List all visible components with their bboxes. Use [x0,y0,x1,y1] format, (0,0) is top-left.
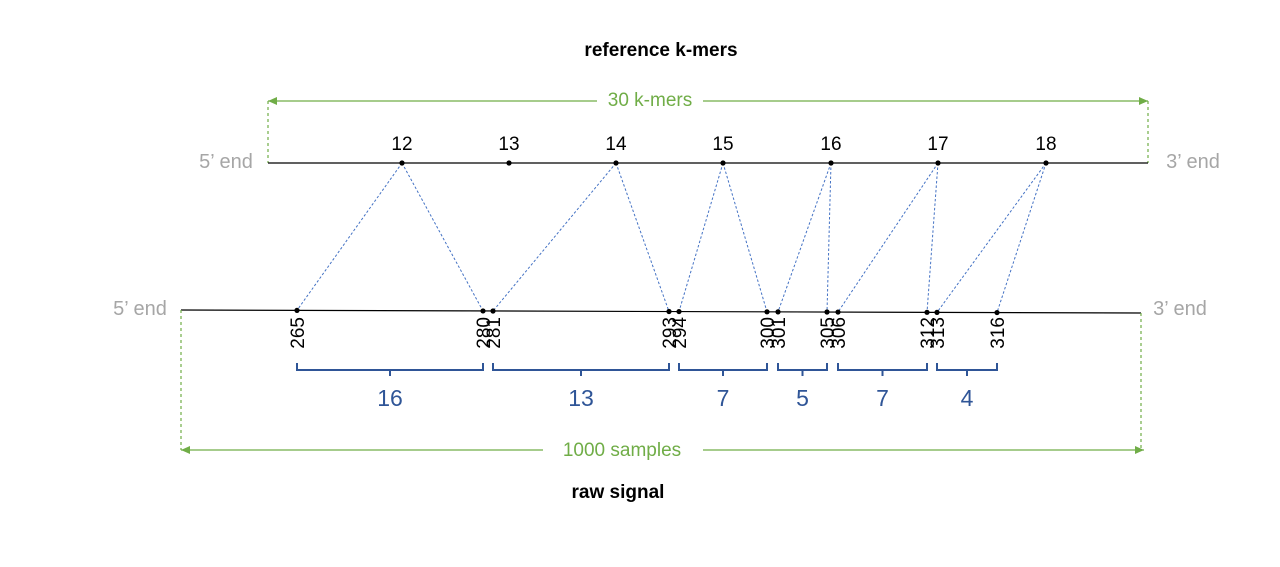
segment-brace-2 [492,363,670,376]
segment-brace-5 [837,363,928,376]
alignment-line-12-280 [401,162,484,312]
sample-dot-312 [924,309,930,315]
segment-count-1: 16 [377,385,403,411]
alignment-line-14-281 [492,162,617,312]
sample-dot-300 [764,309,770,315]
signal-span-arrowhead-left [181,446,190,454]
alignment-lines [296,162,1047,313]
alignment-line-12-265 [296,162,403,311]
sample-dot-313 [934,309,940,315]
signal-span-arrowhead-right [1135,446,1144,454]
segment-count-3: 7 [717,385,730,411]
sample-label-294: 294 [670,317,691,349]
sample-label-300: 300 [758,317,779,349]
signal-span: 1000 samples [180,310,1144,461]
kmer-dot-16 [828,160,834,166]
kmer-label-18: 18 [1035,134,1056,155]
kmer-dot-17 [935,160,941,166]
sample-dot-265 [294,307,300,313]
sample-label-313: 313 [928,317,949,349]
kmer-dot-12 [399,160,405,166]
sample-dot-306 [835,309,841,315]
sample-label-305: 305 [818,317,839,349]
sample-label-312: 312 [918,317,939,349]
kmer-dot-14 [613,160,619,166]
signal-title: raw signal [572,482,665,503]
segment-brace-4 [777,363,828,376]
segment-brace-1 [296,363,484,376]
sample-label-280: 280 [474,317,495,349]
segment-brace-6 [936,363,998,376]
sample-label-301: 301 [769,317,790,349]
sample-dot-280 [480,308,486,314]
sample-label-281: 281 [484,317,505,349]
alignment-line-15-300 [722,162,768,312]
signal-three-end-label: 3’ end [1153,298,1207,320]
sample-label-265: 265 [288,317,309,349]
reference-span-label: 30 k-mers [608,90,692,111]
reference-three-end-label: 3’ end [1166,151,1220,173]
kmer-label-17: 17 [927,134,948,155]
segment-brace-3 [678,363,768,376]
sample-dot-293 [666,308,672,315]
alignment-line-17-312 [926,162,939,313]
sample-dot-281 [490,308,496,314]
sample-dot-294 [676,308,682,315]
alignment-line-14-293 [615,162,670,312]
alignment-line-17-306 [837,162,939,313]
kmer-label-15: 15 [712,134,733,155]
segment-count-4: 5 [796,385,809,411]
sample-dot-316 [994,309,1000,316]
alignment-line-18-316 [996,162,1047,313]
alignment-line-15-294 [678,162,724,312]
sample-label-306: 306 [829,317,850,349]
kmer-dot-13 [506,160,512,166]
kmer-label-12: 12 [391,134,412,155]
kmer-label-14: 14 [605,134,627,155]
alignment-line-16-305 [826,162,832,313]
segment-count-2: 13 [568,385,594,411]
sample-label-293: 293 [660,317,681,349]
kmer-label-16: 16 [820,134,841,155]
segment-count-6: 4 [961,385,974,411]
reference-five-end-label: 5’ end [199,151,253,173]
kmer-label-13: 13 [498,134,519,155]
alignment-line-16-301 [777,162,832,313]
signal-five-end-label: 5’ end [113,298,167,320]
kmer-dot-15 [720,160,726,166]
segment-count-5: 7 [876,385,889,411]
segment-braces: 16 13 7 5 7 4 [296,363,998,411]
sample-dot-301 [775,309,781,315]
kmer-markers: 12 13 14 15 16 17 18 [391,134,1057,166]
signal-span-label: 1000 samples [563,440,681,461]
reference-span-arrowhead-left [268,97,277,105]
reference-span: 30 k-mers [267,90,1149,163]
reference-title: reference k-mers [584,40,737,61]
reference-span-arrowhead-right [1139,97,1148,105]
sample-label-316: 316 [988,317,1009,349]
alignment-line-18-313 [936,162,1047,313]
kmer-dot-18 [1043,160,1049,166]
sample-dot-305 [824,309,830,315]
signal-axis [180,309,1142,314]
